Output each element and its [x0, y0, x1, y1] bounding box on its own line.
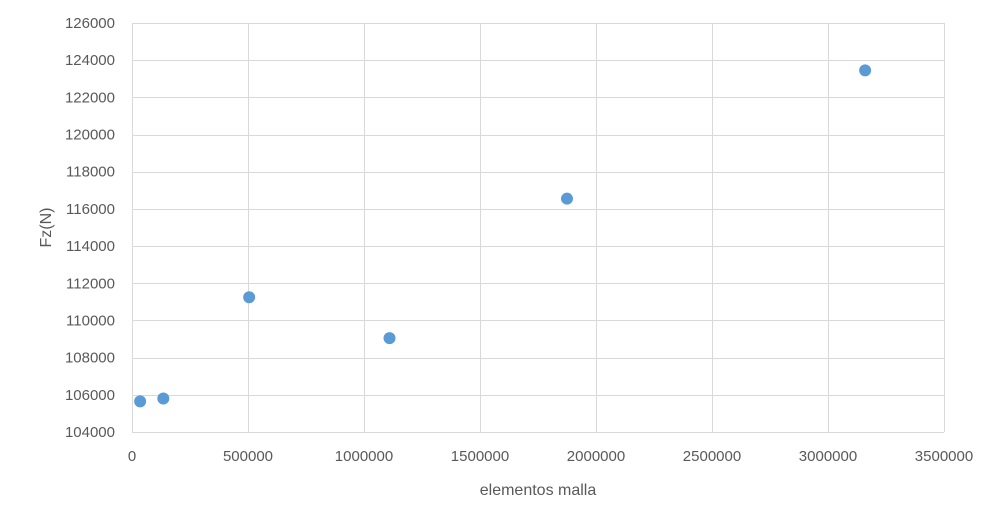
y-tick-label: 118000	[66, 164, 115, 181]
data-point	[561, 192, 573, 205]
y-tick-label: 104000	[65, 424, 115, 441]
y-axis-title: Fz(N)	[38, 208, 55, 248]
data-point	[383, 332, 396, 345]
x-tick-label: 3000000	[799, 448, 857, 465]
x-tick-label: 2000000	[567, 448, 625, 465]
x-axis-title: elementos malla	[480, 482, 597, 499]
x-tick-label: 3500000	[915, 448, 973, 465]
x-tick-label: 2500000	[683, 448, 741, 465]
x-tick-label: 500000	[223, 448, 273, 465]
y-tick-label: 126000	[65, 15, 115, 32]
horizontal-gridlines	[132, 23, 944, 433]
data-point	[859, 64, 872, 77]
y-tick-label: 114000	[66, 238, 115, 255]
x-tick-label: 1000000	[335, 448, 393, 465]
x-tick-label: 0	[128, 448, 136, 465]
data-point	[157, 392, 170, 405]
y-tick-label: 120000	[65, 127, 115, 144]
y-tick-label: 110000	[66, 312, 115, 329]
y-tick-label: 122000	[65, 89, 115, 106]
y-tick-label: 112000	[66, 275, 115, 292]
y-axis-tick-labels: 104000 106000 108000 110000 112000 114000 1160…	[65, 15, 115, 441]
data-point	[243, 291, 256, 304]
y-tick-label: 106000	[65, 387, 115, 404]
y-tick-label: 124000	[65, 52, 115, 69]
x-tick-label: 1500000	[451, 448, 509, 465]
vertical-gridlines	[132, 23, 945, 432]
y-tick-label: 108000	[65, 350, 115, 367]
x-axis-tick-labels: 0 500000 1000000 1500000 2000000 2500000 30000…	[128, 448, 973, 465]
y-tick-label: 116000	[66, 201, 115, 218]
data-points	[134, 64, 872, 408]
data-point	[134, 395, 147, 408]
